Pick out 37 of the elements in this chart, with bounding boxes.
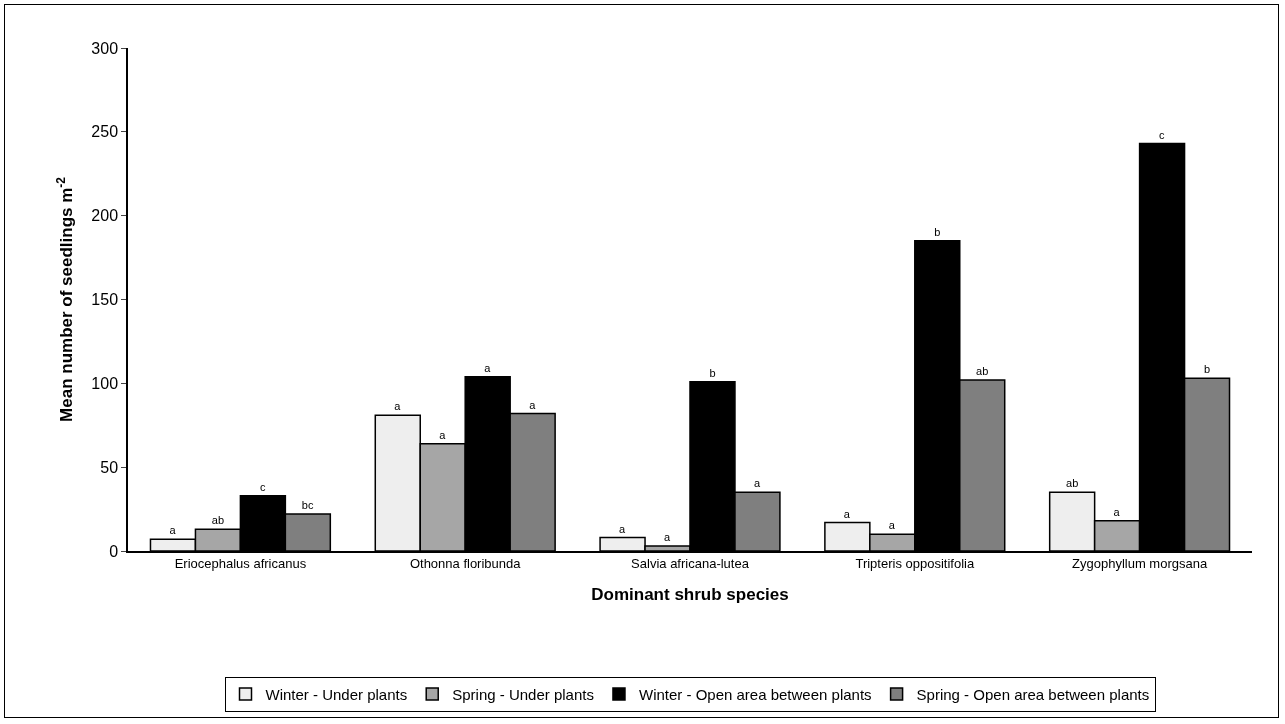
data-label: c xyxy=(259,480,266,493)
data-label: a xyxy=(529,398,537,411)
y-tick-label: 300 xyxy=(91,39,119,57)
legend-label: Spring - Under plants xyxy=(452,685,594,703)
data-label: a xyxy=(394,400,402,413)
x-tick-label: Salvia africana-lutea xyxy=(631,556,750,572)
data-label: ab xyxy=(211,514,225,527)
y-tick-label: 100 xyxy=(91,374,119,392)
y-tick-label: 0 xyxy=(109,542,119,560)
x-axis-title: Dominant shrub species xyxy=(591,585,789,605)
legend-label: Spring - Open area between plants xyxy=(916,685,1150,703)
legend-label: Winter - Under plants xyxy=(265,685,408,703)
data-label: b xyxy=(934,225,941,238)
x-tick-label: Tripteris oppositifolia xyxy=(855,556,975,572)
x-tick-label: Othonna floribunda xyxy=(409,556,522,572)
data-label: b xyxy=(709,366,716,379)
x-tick-label: Eriocephalus africanus xyxy=(174,556,307,572)
data-label: a xyxy=(753,477,761,490)
data-label: a xyxy=(1113,505,1121,518)
legend-label: Winter - Open area between plants xyxy=(638,685,872,703)
y-tick-label: 150 xyxy=(91,291,119,309)
data-label: a xyxy=(664,530,672,543)
x-tick-label: Zygophyllum morgsana xyxy=(1072,556,1208,572)
data-label: ab xyxy=(976,364,989,377)
data-label: c xyxy=(1159,128,1166,141)
data-label: a xyxy=(843,507,851,520)
data-label: b xyxy=(1203,363,1211,376)
data-label: a xyxy=(169,524,177,537)
y-tick-label: 250 xyxy=(91,123,119,141)
data-label: a xyxy=(619,522,627,535)
data-label: a xyxy=(888,519,896,532)
data-label: a xyxy=(439,428,447,441)
y-tick-label: 200 xyxy=(91,207,119,225)
y-tick-label: 50 xyxy=(100,458,119,476)
data-label: bc xyxy=(301,499,314,512)
data-label: ab xyxy=(1066,477,1079,490)
data-label: a xyxy=(484,361,492,374)
